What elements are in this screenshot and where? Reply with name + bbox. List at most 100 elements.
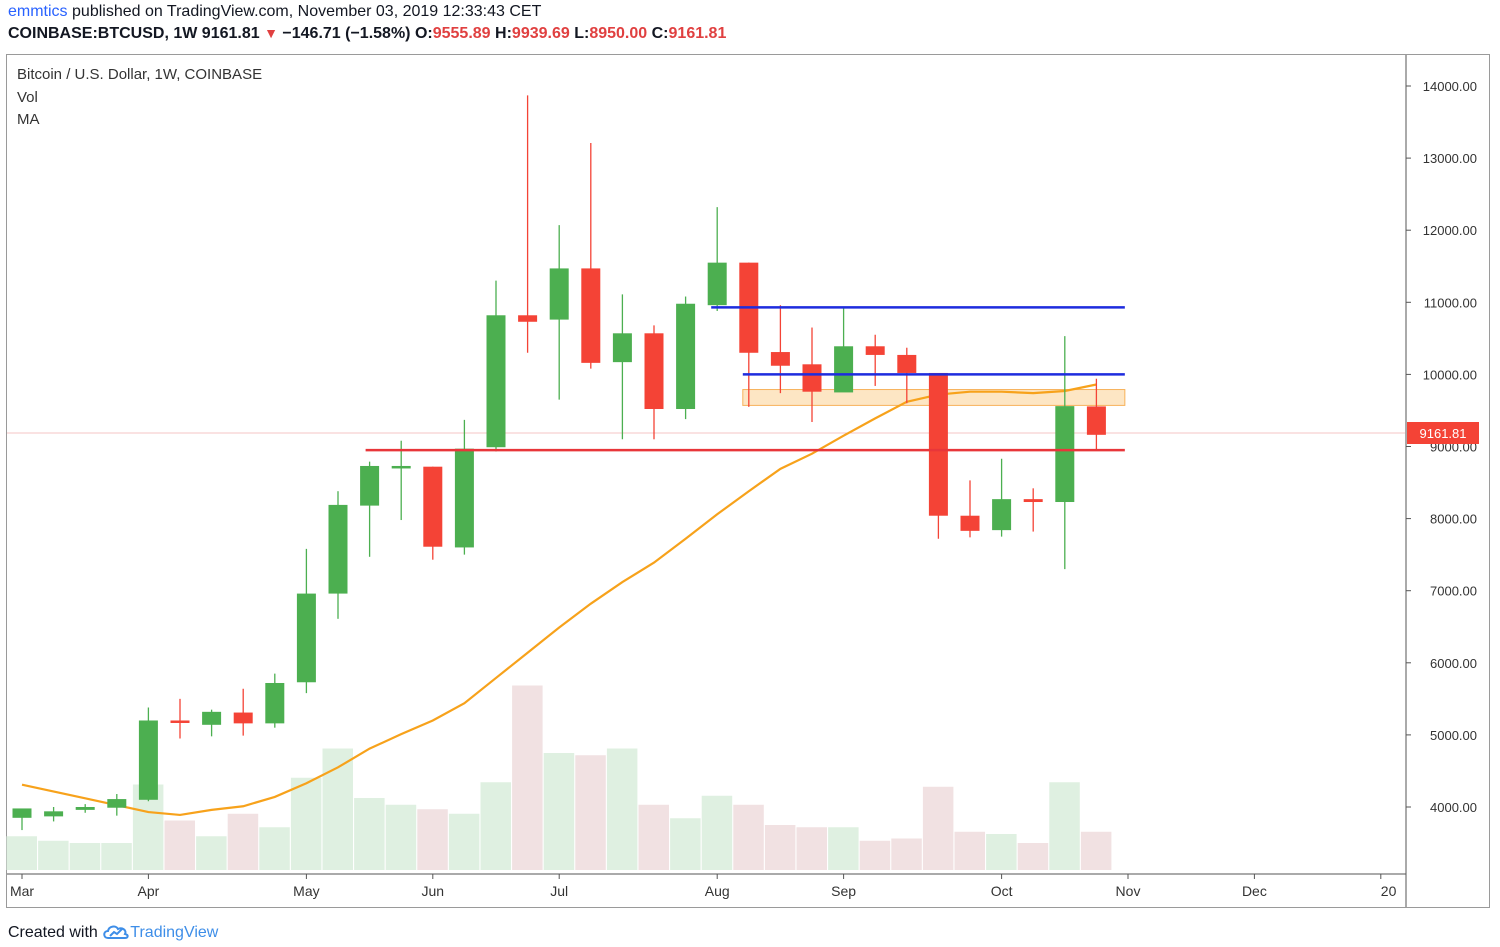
price-tick-label: 11000.00 [1424,295,1477,310]
footer: Created with TradingView [8,922,218,942]
candle-body [75,807,95,810]
candle-body [960,515,980,531]
price-tick-label: 12000.00 [1423,223,1477,238]
chart-title: Bitcoin / U.S. Dollar, 1W, COINBASE [17,66,263,83]
candle-body [1023,499,1043,503]
volume-bar [1080,831,1112,870]
published-text: published on TradingView.com, November 0… [72,3,542,20]
time-tick-label: Mar [10,883,34,899]
candle-body [423,466,443,547]
high-label: H: [495,25,512,42]
candle-body [12,808,32,818]
high-value: 9939.69 [511,25,570,42]
price-tick-label: 4000.00 [1430,800,1477,815]
candle-body [454,448,474,548]
candle-body [107,799,127,808]
volume-bar [69,843,101,870]
volume-bar [986,834,1017,870]
time-tick-label: May [293,883,319,899]
publisher-link[interactable]: emmtics [8,3,68,20]
candle-body [360,465,380,506]
annotation-lines-layer [365,306,1125,452]
price-tick-label: 8000.00 [1430,512,1477,527]
volume-bar [796,827,827,870]
publish-info: emmtics published on TradingView.com, No… [8,3,541,21]
time-tick-label: 20 [1381,883,1397,899]
volume-bar [290,777,322,870]
last-price-tag-box [1407,422,1479,444]
open-value: 9555.89 [432,25,491,42]
volume-bar [670,818,701,870]
candle-body [897,354,917,373]
candle-body [44,811,64,817]
price-tick-label: 10000.00 [1423,367,1477,382]
volume-bar [480,782,511,870]
candle-body [391,465,411,469]
volume-bar [38,840,69,870]
volume-bar [638,804,669,870]
volume-bar [385,804,417,870]
candle-body [328,504,348,594]
time-tick-label: Jun [422,883,445,899]
volume-bar [859,840,891,870]
volume-bar [196,836,227,870]
open-label: O: [414,25,433,42]
candle-body [486,315,506,448]
candle-body [834,346,854,393]
candle-body [138,720,158,800]
candle-body [296,593,316,683]
tradingview-cloud-icon [103,925,129,939]
candle-body [992,499,1012,531]
chart-frame [6,54,1490,908]
tradingview-link[interactable]: TradingView [130,924,219,941]
last-price-tag: 9161.81 [1407,422,1479,444]
candle-body [1055,406,1075,503]
volume-bar [1049,782,1080,870]
ohlc-header: COINBASE:BTCUSD, 1W 9161.81 ▼ −146.71 (−… [8,25,726,43]
volume-bar [575,755,606,870]
candle-body [802,364,822,392]
volume-bar [543,753,575,870]
volume-bar [259,827,290,870]
volume-bar [164,820,195,870]
volume-bar [354,798,385,870]
volume-bar [1017,843,1049,870]
time-tick-label: Jul [550,883,568,899]
volume-bar [448,813,480,870]
candle-body [581,268,601,363]
ma-line [21,383,1097,817]
time-tick-label: Aug [705,883,730,899]
volume-bar [701,795,733,870]
last-price-tag-label: 9161.81 [1420,426,1467,441]
candle-body [202,711,222,725]
price-tick-label: 5000.00 [1430,728,1477,743]
created-with-label: Created with [8,924,98,941]
candle-body [265,682,285,724]
candle-body [644,333,664,410]
last-price: 9161.81 [201,25,260,42]
candle-body [928,372,948,516]
price-tick-label: 7000.00 [1430,584,1477,599]
time-tick-label: Nov [1116,883,1141,899]
close-label: C: [651,25,669,42]
low-label: L: [574,25,590,42]
volume-bar [828,827,859,870]
volume-bar [322,748,353,870]
candle-body [676,303,696,410]
close-value: 9161.81 [668,25,727,42]
symbol-label: COINBASE:BTCUSD, 1W [8,25,198,42]
price-change: −146.71 (−1.58%) [282,25,411,42]
candle-body [707,262,727,306]
candle-body [549,268,569,320]
candle-body [865,346,885,355]
time-tick-label: Apr [138,883,160,899]
volume-bar [606,748,638,870]
candle-body [1086,406,1106,435]
candle-body [518,315,538,322]
time-tick-label: Sep [831,883,856,899]
low-value: 8950.00 [589,25,648,42]
time-tick-label: Oct [991,883,1013,899]
time-axis: Mar Apr May Jun Jul Aug Sep Oct Nov Dec 20 [10,874,1397,899]
volume-bar [922,786,954,870]
